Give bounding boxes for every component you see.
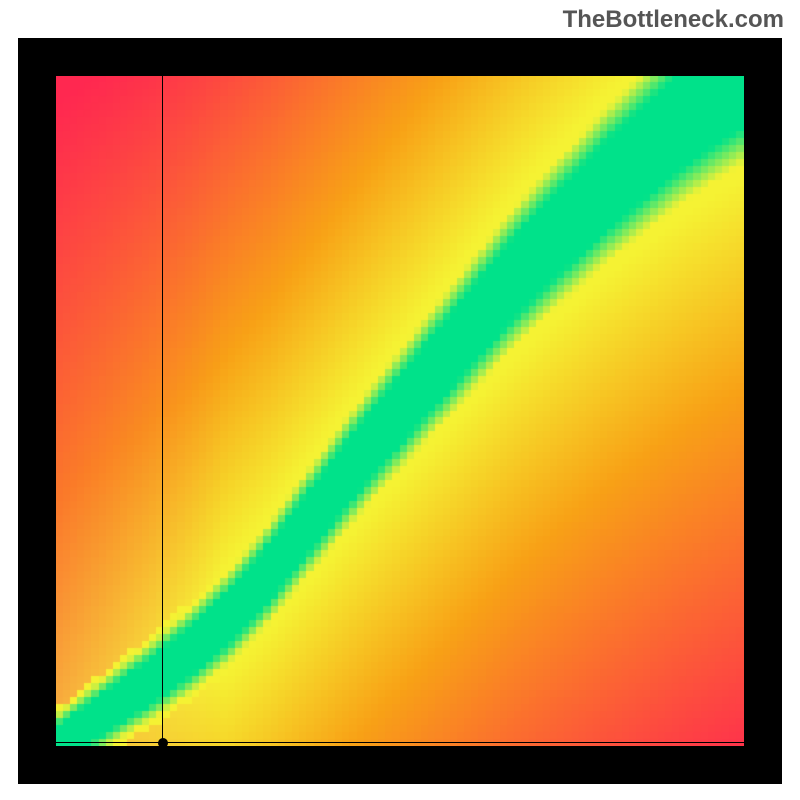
heatmap-canvas	[56, 76, 744, 746]
root-container: TheBottleneck.com	[0, 0, 800, 800]
watermark-text: TheBottleneck.com	[563, 6, 784, 34]
crosshair-vertical	[162, 76, 163, 746]
heatmap-plot-area	[56, 76, 744, 746]
crosshair-marker	[158, 738, 168, 746]
